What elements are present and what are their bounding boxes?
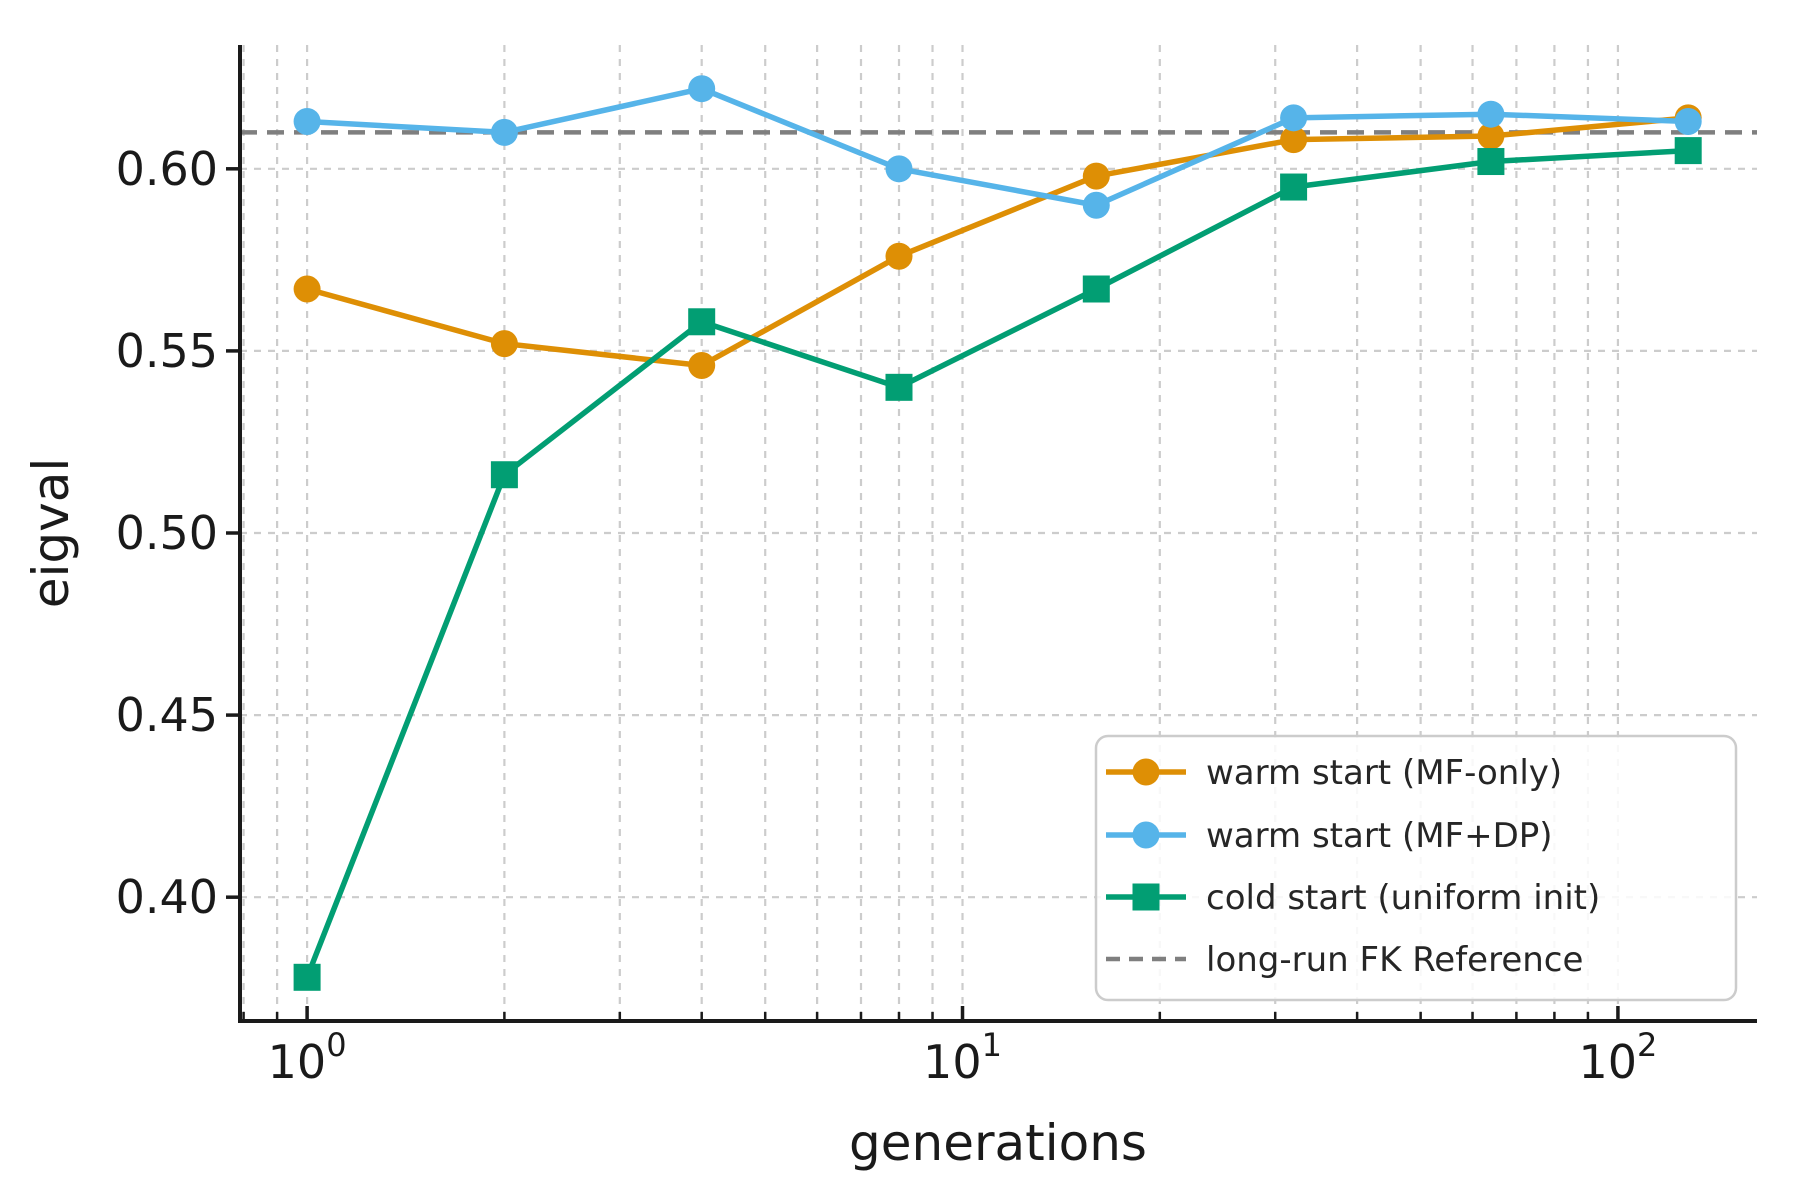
data-point-circle <box>1280 104 1308 132</box>
x-tick-label: 101 <box>923 1026 1002 1089</box>
legend-square-marker-green <box>1132 883 1160 911</box>
legend-label: long-run FK Reference <box>1206 940 1583 980</box>
data-point-circle <box>1477 100 1505 128</box>
legend-entry-reference: long-run FK Reference <box>1106 940 1583 980</box>
data-point-circle <box>293 275 321 303</box>
x-tick-label: 100 <box>268 1026 347 1089</box>
x-axis-label: generations <box>849 1114 1147 1172</box>
data-point-circle <box>688 75 716 103</box>
data-point-circle <box>1082 162 1110 190</box>
series-group <box>293 75 1702 991</box>
y-tick-label: 0.50 <box>116 506 218 560</box>
series-line-1 <box>306 85 1689 208</box>
legend-label: warm start (MF+DP) <box>1206 816 1553 856</box>
legend-circle-marker-blue <box>1132 821 1160 849</box>
y-tick-label: 0.60 <box>116 142 218 196</box>
data-point-square <box>490 461 518 489</box>
data-point-square <box>1674 137 1702 165</box>
data-point-square <box>1477 148 1505 176</box>
legend-entry-warm-start-mf-only: warm start (MF-only) <box>1106 753 1562 793</box>
data-point-circle <box>1674 107 1702 135</box>
legend-entry-warm-start-mf-dp: warm start (MF+DP) <box>1106 816 1553 856</box>
data-point-circle <box>490 330 518 358</box>
axis-labels: generations eigval <box>22 458 1147 1172</box>
data-point-circle <box>688 351 716 379</box>
data-point-circle <box>293 107 321 135</box>
y-tick-label: 0.55 <box>116 324 218 378</box>
data-point-circle <box>885 242 913 270</box>
data-point-square <box>1082 275 1110 303</box>
data-point-circle <box>1082 191 1110 219</box>
y-tick-label: 0.45 <box>116 688 218 742</box>
data-point-circle <box>1280 126 1308 154</box>
legend-label: cold start (uniform init) <box>1206 878 1600 918</box>
data-point-circle <box>490 118 518 146</box>
data-point-square <box>885 373 913 401</box>
data-point-circle <box>885 155 913 183</box>
legend-circle-marker-orange <box>1132 758 1160 786</box>
y-axis-label: eigval <box>22 458 80 609</box>
data-point-square <box>293 963 321 991</box>
y-tick-label: 0.40 <box>116 870 218 924</box>
legend-entry-cold-start: cold start (uniform init) <box>1106 878 1600 918</box>
data-point-square <box>1280 173 1308 201</box>
series-line-0 <box>306 115 1689 369</box>
axes-group: 100 101 102 0.40 0.45 0.50 0.55 0.60 <box>116 45 1757 1089</box>
legend: warm start (MF-only) warm start (MF+DP) … <box>1094 734 1738 1002</box>
data-point-square <box>688 308 716 336</box>
legend-box <box>1094 734 1738 1002</box>
legend-label: warm start (MF-only) <box>1206 753 1562 793</box>
x-tick-label: 102 <box>1578 1026 1657 1089</box>
data-point-circle <box>1477 122 1505 150</box>
series-line-2 <box>304 147 1689 979</box>
